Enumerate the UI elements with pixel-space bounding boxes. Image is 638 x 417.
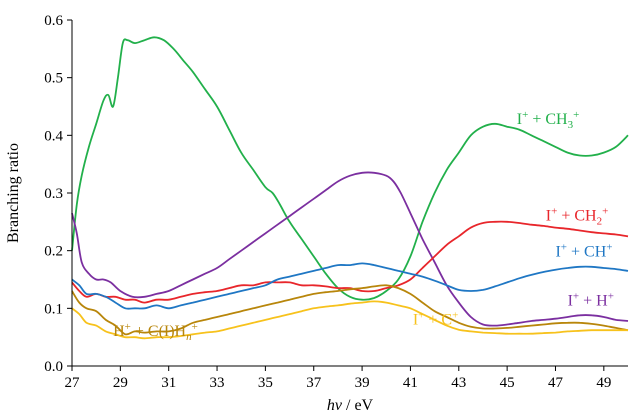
series-line-c: [71, 300, 628, 340]
y-tick-label: 0.0: [44, 359, 63, 375]
x-tick-label: 43: [451, 375, 466, 391]
x-axis-title: hν / eV: [327, 397, 374, 414]
x-tick-label: 33: [210, 375, 225, 391]
y-tick-label: 0.1: [44, 301, 63, 317]
series-label-hc: H+ + C(I)Hn+: [113, 321, 198, 343]
axes-layer: [71, 20, 628, 367]
series-line-ch2: [71, 220, 629, 304]
series-line-hc: [71, 284, 629, 336]
series-line-h: [71, 171, 629, 327]
x-tick-label: 45: [500, 375, 515, 391]
y-tick-label: 0.2: [44, 244, 63, 260]
y-tick-label: 0.6: [44, 13, 63, 29]
series-label-h: I+ + H+: [568, 290, 614, 309]
ticks-layer: 27 29 31 33 35 37 39 41 43 45 47 49 0.0 0.1 0.2 0.3 0.4 0…: [44, 13, 611, 391]
x-tick-label: 39: [355, 375, 370, 391]
series-layer: [71, 36, 629, 340]
y-tick-label: 0.3: [44, 186, 63, 202]
x-tick-label: 41: [403, 375, 418, 391]
series-label-ch2: I+ + CH2+: [546, 206, 609, 228]
x-axis-variable: hν: [327, 397, 343, 414]
series-label-ch: I+ + CH+: [555, 241, 612, 260]
x-axis-separator: /: [342, 397, 354, 414]
y-tick-label: 0.4: [44, 128, 63, 144]
series-label-c: I+ + C+: [413, 309, 458, 328]
x-tick-label: 37: [306, 375, 322, 391]
x-tick-label: 27: [65, 375, 81, 391]
series-label-ch3: I+ + CH3+: [517, 109, 580, 131]
x-axis-unit: eV: [354, 397, 373, 414]
y-axis-title: Branching ratio: [5, 143, 22, 243]
y-tick-label: 0.5: [44, 71, 63, 87]
x-tick-label: 31: [161, 375, 176, 391]
series-line-ch: [71, 262, 629, 310]
x-tick-label: 35: [258, 375, 273, 391]
x-tick-label: 49: [596, 375, 611, 391]
x-tick-label: 47: [548, 375, 564, 391]
x-tick-label: 29: [113, 375, 128, 391]
series-labels-layer: I+ + CH3+ I+ + H+ I+ + CH2+ I+ + CH+ H+ + C(…: [113, 109, 614, 343]
series-line-ch3: [71, 36, 629, 301]
